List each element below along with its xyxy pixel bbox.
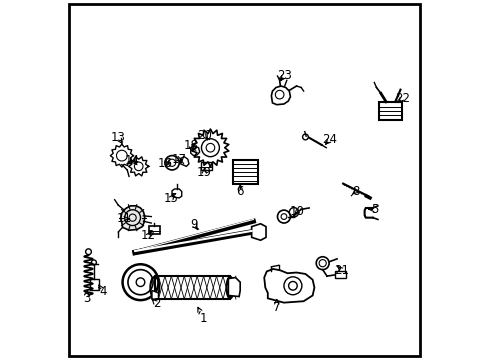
Text: 20: 20 [197, 129, 212, 142]
Text: 18: 18 [183, 139, 199, 152]
Text: 6: 6 [236, 185, 244, 198]
Bar [233, 160, 258, 184]
Text: 7: 7 [272, 301, 280, 314]
Text: 11: 11 [117, 212, 132, 225]
Text: 10: 10 [289, 205, 305, 218]
Bar [89, 279, 99, 290]
Polygon shape [271, 86, 290, 105]
Text: 4: 4 [99, 285, 106, 298]
Text: 23: 23 [277, 69, 291, 82]
Text: 16: 16 [157, 157, 172, 170]
Bar [155, 276, 230, 299]
Polygon shape [264, 269, 314, 303]
Text: 1: 1 [199, 311, 206, 325]
Text: 2: 2 [153, 297, 160, 310]
Polygon shape [190, 146, 199, 156]
Bar [201, 162, 211, 170]
Text: 22: 22 [394, 92, 409, 105]
Polygon shape [378, 102, 402, 120]
Text: 12: 12 [141, 229, 156, 242]
Polygon shape [334, 271, 345, 278]
Text: 15: 15 [163, 192, 178, 205]
Text: 8: 8 [351, 185, 359, 198]
Text: 17: 17 [171, 153, 186, 166]
Bar [149, 226, 159, 234]
Text: 13: 13 [111, 131, 125, 144]
Text: 9: 9 [190, 218, 198, 231]
Text: 5: 5 [370, 203, 377, 216]
Text: 24: 24 [322, 133, 337, 146]
Polygon shape [180, 157, 188, 166]
Text: 14: 14 [125, 154, 140, 167]
Polygon shape [251, 224, 265, 240]
Polygon shape [121, 206, 144, 230]
Text: 3: 3 [83, 292, 90, 305]
Polygon shape [152, 291, 158, 299]
Polygon shape [172, 189, 182, 198]
Polygon shape [228, 278, 240, 297]
Text: 21: 21 [334, 264, 349, 277]
Text: 19: 19 [197, 166, 211, 179]
